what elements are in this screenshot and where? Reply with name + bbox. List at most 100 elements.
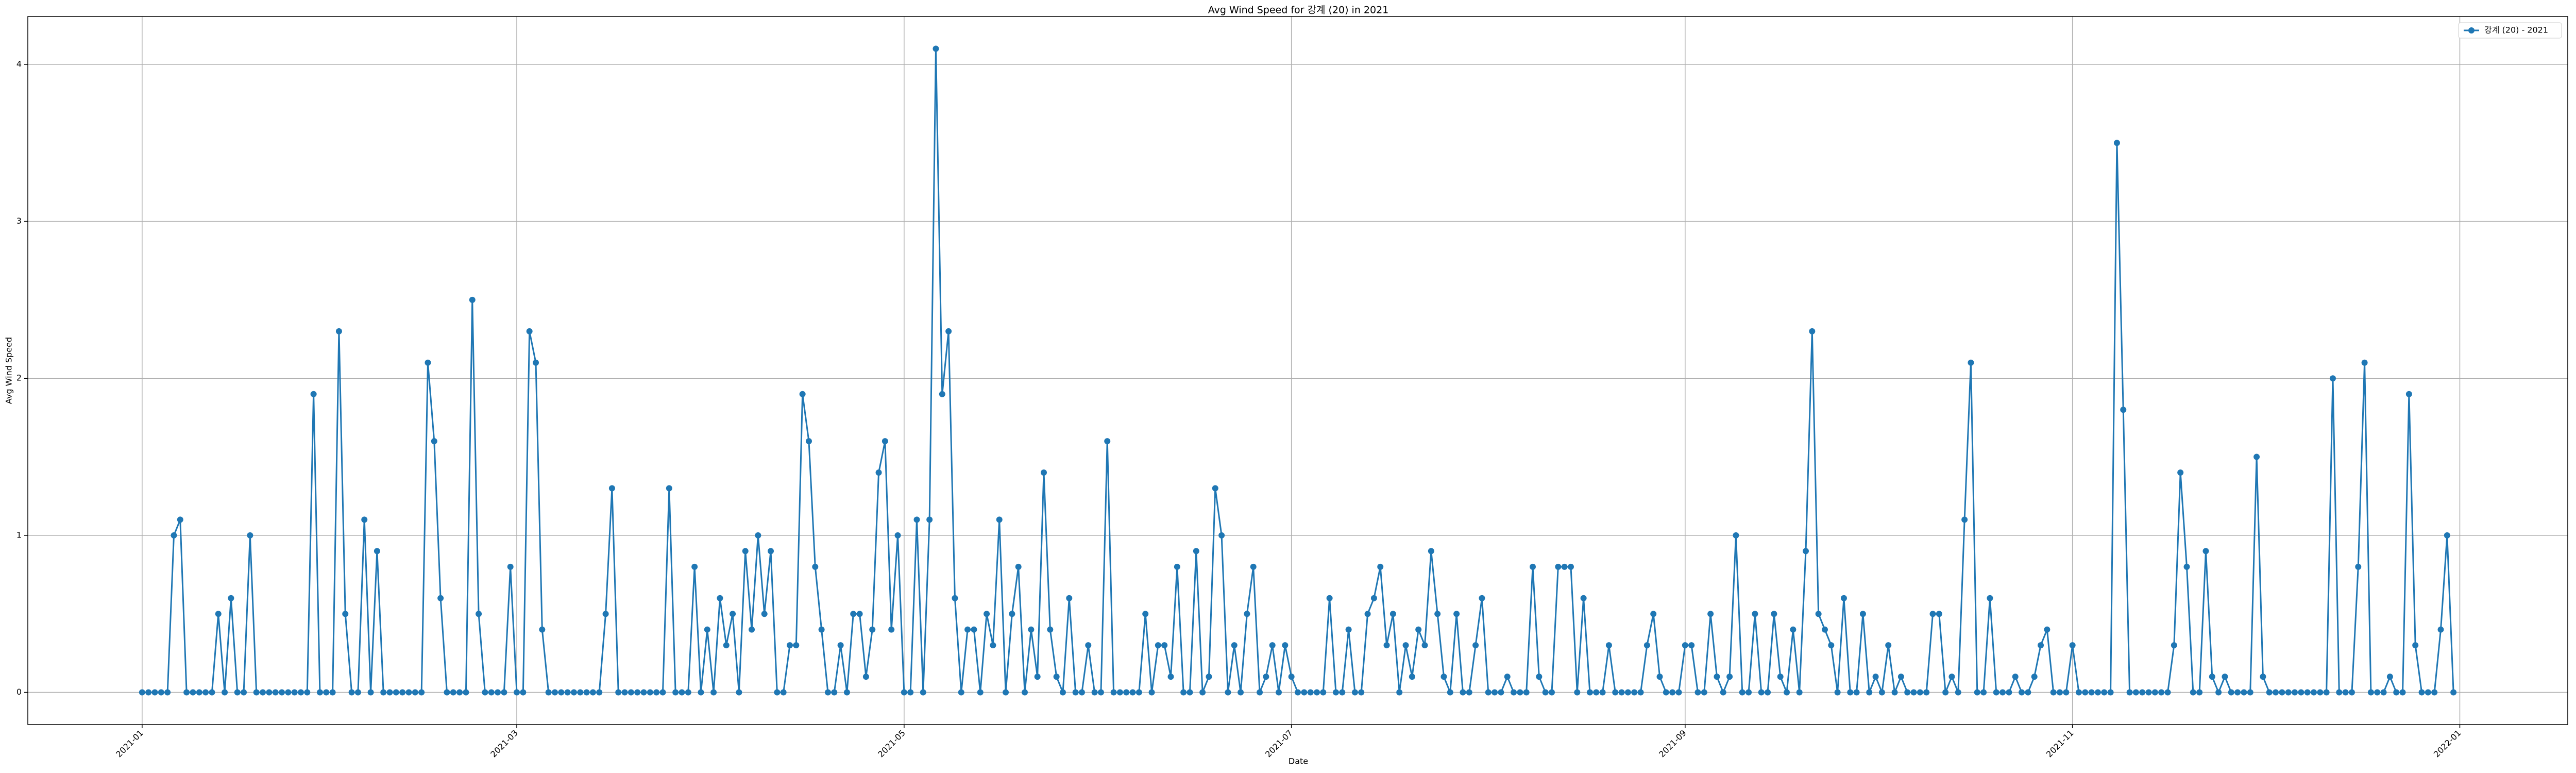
data-point (1218, 532, 1225, 539)
data-point (2317, 689, 2324, 696)
data-point (1110, 689, 1117, 696)
data-point (2063, 689, 2070, 696)
data-point (2298, 689, 2304, 696)
x-tick-label: 2021-01 (114, 728, 145, 760)
data-point (495, 689, 501, 696)
data-point (1225, 689, 1231, 696)
data-point (1028, 626, 1035, 633)
data-point (1504, 674, 1511, 680)
data-point (2164, 689, 2171, 696)
data-point (964, 626, 971, 633)
data-point (545, 689, 552, 696)
data-point (1123, 689, 1130, 696)
data-point (1752, 611, 1758, 617)
data-point (2234, 689, 2241, 696)
data-point (1072, 689, 1079, 696)
data-point (926, 516, 933, 523)
data-point (444, 689, 450, 696)
data-point (1790, 626, 1797, 633)
data-point (1434, 611, 1441, 617)
data-point (1897, 674, 1904, 680)
data-point (1421, 642, 1428, 649)
data-point (1612, 689, 1619, 696)
data-point (1364, 611, 1371, 617)
data-point (2323, 689, 2330, 696)
data-point (1872, 674, 1879, 680)
data-point (393, 689, 399, 696)
data-point (323, 689, 330, 696)
data-point (1605, 642, 1612, 649)
data-point (996, 516, 1003, 523)
data-point (418, 689, 425, 696)
data-point (551, 689, 558, 696)
data-point (367, 689, 374, 696)
data-point (945, 328, 952, 334)
data-point (1739, 689, 1745, 696)
data-point (1351, 689, 1358, 696)
data-point (507, 563, 514, 570)
data-point (1129, 689, 1136, 696)
data-point (2088, 689, 2095, 696)
data-point (476, 611, 482, 617)
data-point (2336, 689, 2343, 696)
data-point (1878, 689, 1885, 696)
data-point (1460, 689, 1466, 696)
data-point (596, 689, 603, 696)
data-point (1492, 689, 1498, 696)
y-tick-label: 2 (16, 373, 22, 383)
data-point (1047, 626, 1054, 633)
data-point (1485, 689, 1492, 696)
data-point (666, 485, 672, 492)
data-point (1238, 689, 1244, 696)
data-point (2374, 689, 2381, 696)
data-point (2425, 689, 2431, 696)
data-point (1377, 563, 1384, 570)
data-point (139, 689, 145, 696)
data-point (1453, 611, 1460, 617)
data-point (1656, 674, 1663, 680)
data-point (685, 689, 691, 696)
data-point (183, 689, 190, 696)
data-point (710, 689, 717, 696)
legend-box (2458, 22, 2562, 39)
data-point (608, 485, 615, 492)
data-point (1383, 642, 1390, 649)
data-point (2253, 453, 2260, 460)
data-point (386, 689, 393, 696)
data-point (196, 689, 202, 696)
data-point (901, 689, 907, 696)
data-point (501, 689, 507, 696)
data-point (2285, 689, 2292, 696)
data-point (850, 611, 857, 617)
data-point (405, 689, 412, 696)
data-point (202, 689, 209, 696)
data-point (1193, 548, 1199, 554)
x-tick-label: 2021-05 (876, 728, 907, 760)
data-point (1993, 689, 1999, 696)
x-tick-label: 2021-11 (2044, 728, 2076, 760)
data-point (2101, 689, 2108, 696)
data-point (558, 689, 565, 696)
data-point (1694, 689, 1701, 696)
data-point (2273, 689, 2279, 696)
data-point (1415, 626, 1422, 633)
data-point (190, 689, 196, 696)
data-point (2342, 689, 2349, 696)
data-point (837, 642, 844, 649)
data-point (1866, 689, 1873, 696)
data-point (2292, 689, 2298, 696)
x-tick-label: 2021-09 (1657, 728, 1688, 760)
data-point (831, 689, 838, 696)
data-point (742, 548, 749, 554)
data-point (1803, 548, 1809, 554)
data-point (933, 45, 939, 52)
data-point (412, 689, 418, 696)
data-point (1974, 689, 1980, 696)
data-point (862, 674, 869, 680)
data-point (2348, 689, 2355, 696)
data-point (1936, 611, 1942, 617)
data-point (679, 689, 685, 696)
data-point (1263, 674, 1269, 680)
data-point (958, 689, 964, 696)
